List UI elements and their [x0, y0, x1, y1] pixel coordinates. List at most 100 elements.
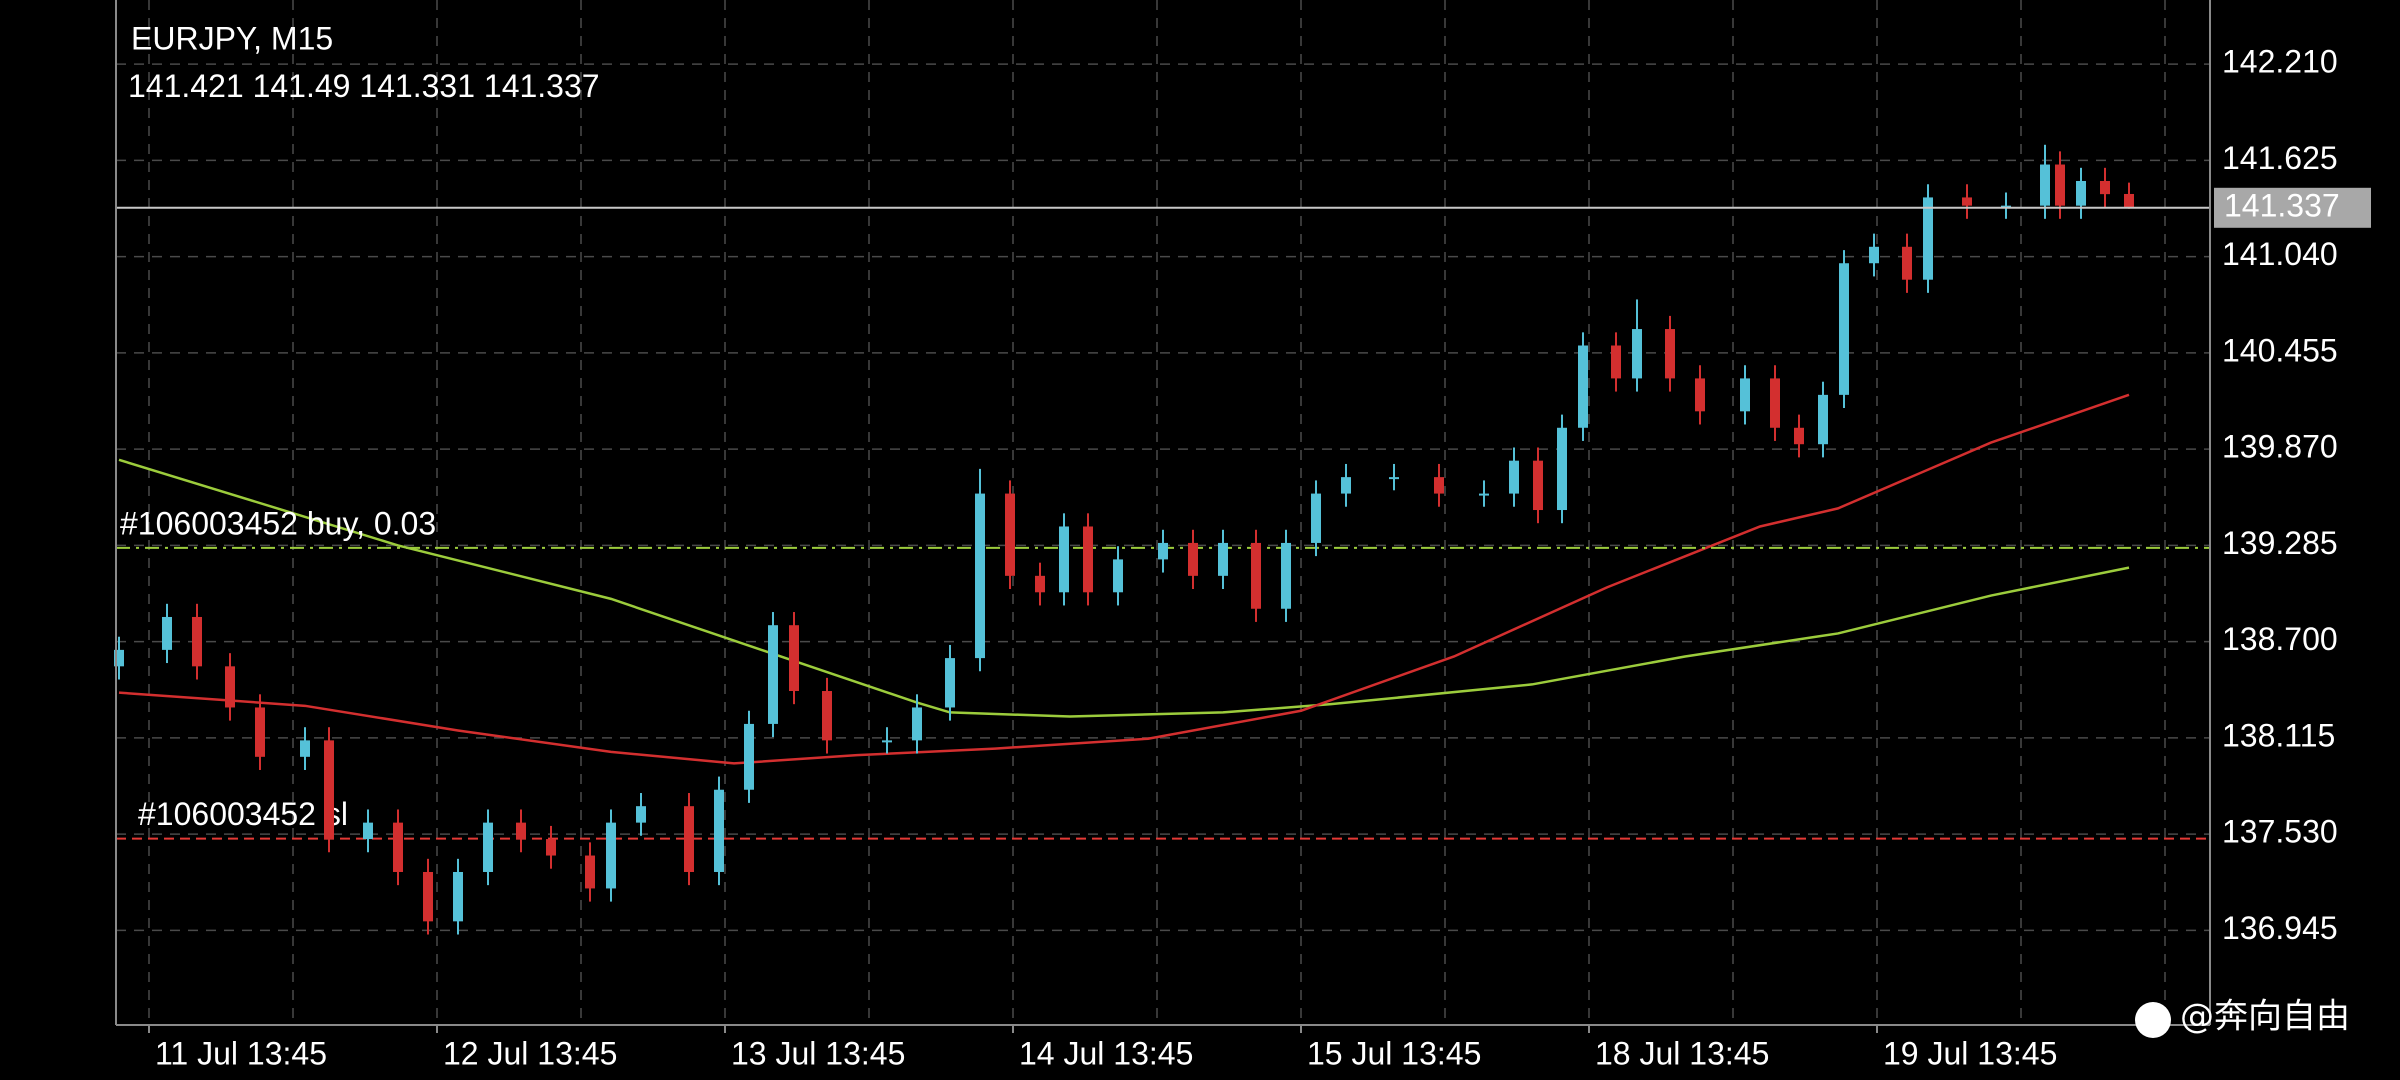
x-tick-label: 13 Jul 13:45: [731, 1035, 905, 1071]
candle-body: [1479, 493, 1489, 496]
y-tick-label: 139.870: [2222, 429, 2338, 465]
candle-body: [1389, 477, 1399, 480]
candle-body: [546, 839, 556, 856]
candle-body: [1611, 345, 1621, 379]
candle-body: [882, 740, 892, 743]
candle-body: [1923, 197, 1933, 280]
candle-body: [1035, 575, 1045, 593]
candle-body: [1251, 542, 1261, 609]
y-tick-label: 141.625: [2222, 140, 2338, 176]
candle-body: [636, 806, 646, 823]
candle-body: [822, 691, 832, 741]
order-label: #106003452 sl: [138, 796, 348, 832]
x-tick-label: 18 Jul 13:45: [1595, 1035, 1769, 1071]
last-low: 141.331: [359, 68, 475, 104]
last-price-label: 141.337: [2224, 187, 2340, 223]
candle-body: [1281, 542, 1291, 609]
candle-body: [1188, 542, 1198, 576]
watermark-icon: [2135, 1002, 2171, 1038]
y-tick-label: 138.115: [2222, 717, 2335, 753]
candle-body: [162, 616, 172, 650]
candle-body: [1869, 246, 1879, 264]
candle-body: [945, 658, 955, 708]
candle-body: [225, 666, 235, 708]
candle-body: [1665, 329, 1675, 379]
x-tick-label: 11 Jul 13:45: [155, 1035, 327, 1071]
candle-body: [393, 822, 403, 872]
candle-body: [1740, 378, 1750, 412]
plot-layer: #106003452 buy, 0.03 #106003452 sl: [114, 0, 2210, 1025]
last-high: 141.49: [253, 68, 351, 104]
candle-body: [585, 855, 595, 889]
candle-body: [2001, 205, 2011, 208]
last-price-box: [2214, 187, 2371, 228]
candle-body: [789, 625, 799, 692]
candle-body: [483, 822, 493, 872]
last-close: 141.337: [484, 68, 600, 104]
candle-body: [1218, 542, 1228, 576]
candle-body: [1818, 394, 1828, 445]
x-tick-label: 14 Jul 13:45: [1019, 1035, 1193, 1071]
candle-body: [1695, 378, 1705, 412]
candle-body: [114, 649, 124, 667]
candle-body: [453, 871, 463, 922]
candle-body: [1962, 197, 1972, 206]
candle-body: [1341, 477, 1351, 494]
y-tick-label: 138.700: [2222, 621, 2338, 657]
candle-body: [1770, 378, 1780, 428]
candle-body: [975, 493, 985, 659]
symbol-title: EURJPY, M15: [131, 20, 333, 56]
y-tick-label: 142.210: [2222, 44, 2338, 80]
candle-body: [1059, 526, 1069, 593]
candle-body: [2124, 193, 2134, 208]
candle-body: [1113, 559, 1123, 593]
candle-body: [1533, 460, 1543, 511]
watermark: @奔向自由: [2180, 997, 2350, 1037]
candle-body: [2100, 180, 2110, 195]
x-tick-label: 12 Jul 13:45: [443, 1035, 617, 1071]
candle-body: [1902, 246, 1912, 280]
candle-body: [423, 871, 433, 922]
y-tick-label: 139.285: [2222, 525, 2338, 561]
candle-body: [744, 723, 754, 790]
candle-body: [2076, 180, 2086, 206]
ohlc-readout: 141.421 141.49 141.331 141.337: [128, 68, 600, 104]
candle-body: [300, 740, 310, 757]
y-tick-label: 140.455: [2222, 332, 2338, 368]
candle-body: [2055, 164, 2065, 206]
candle-body: [1632, 329, 1642, 379]
y-tick-label: 137.530: [2222, 814, 2338, 850]
candle-body: [714, 789, 724, 872]
candle-body: [912, 707, 922, 741]
candle-body: [1578, 345, 1588, 428]
candle-body: [1083, 526, 1093, 593]
y-tick-label: 141.040: [2222, 236, 2338, 272]
last-open: 141.421: [128, 68, 244, 104]
candle-body: [1158, 542, 1168, 560]
moving-average: [118, 458, 2130, 718]
x-tick-label: 19 Jul 13:45: [1883, 1035, 2057, 1071]
candle-body: [1557, 427, 1567, 511]
candle-body: [1839, 263, 1849, 395]
candle-body: [324, 740, 334, 840]
candle-body: [1005, 493, 1015, 576]
candle-body: [363, 822, 373, 840]
candle-body: [516, 822, 526, 840]
candle-body: [192, 616, 202, 667]
candle-body: [255, 707, 265, 757]
candle-body: [1509, 460, 1519, 494]
candle-body: [1311, 493, 1321, 543]
order-label: #106003452 buy, 0.03: [120, 505, 436, 541]
candle-body: [684, 806, 694, 872]
candle-body: [1434, 477, 1444, 494]
candle-body: [2040, 164, 2050, 206]
moving-average: [118, 393, 2130, 765]
y-tick-label: 136.945: [2222, 910, 2338, 946]
x-tick-label: 15 Jul 13:45: [1307, 1035, 1481, 1071]
candle-body: [1794, 427, 1804, 445]
candle-body: [606, 822, 616, 889]
candle-body: [768, 625, 778, 724]
